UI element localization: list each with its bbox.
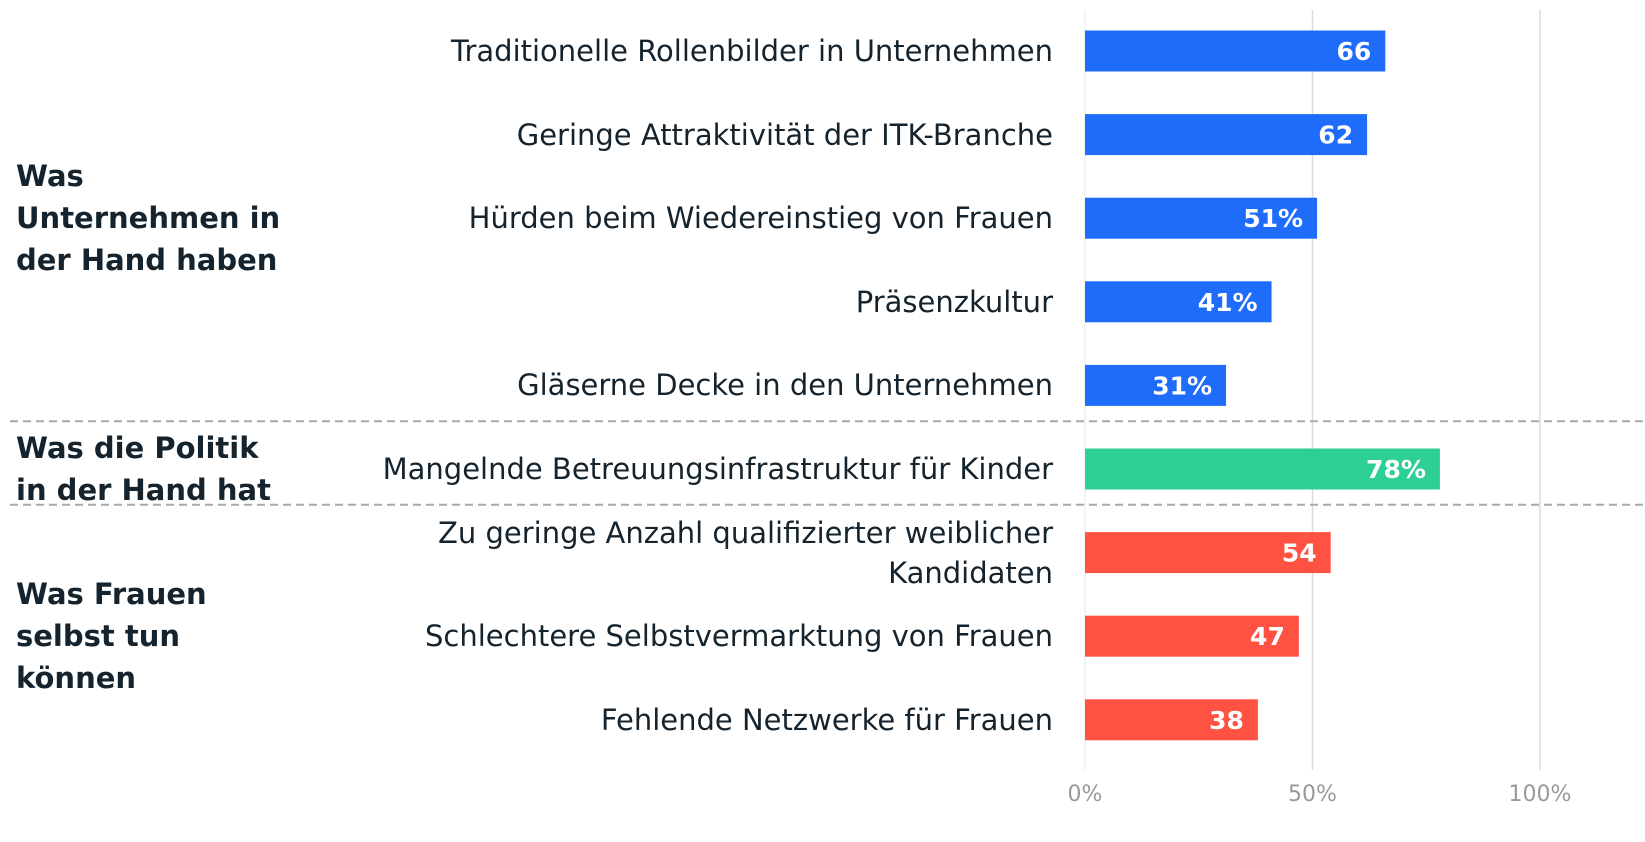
category-label: Hürden beim Wiedereinstieg von Frauen	[468, 201, 1053, 236]
value-label: 66	[1337, 37, 1372, 66]
x-tick-label: 50%	[1288, 782, 1337, 807]
value-label: 31%	[1152, 371, 1212, 400]
value-label: 54	[1282, 539, 1317, 568]
category-label: Fehlende Netzwerke für Frauen	[600, 702, 1053, 737]
bar	[1085, 364, 1227, 406]
category-label: Traditionelle Rollenbilder in Unternehme…	[451, 34, 1053, 68]
category-label: Präsenzkultur	[855, 284, 1053, 319]
value-label: 78%	[1366, 455, 1426, 484]
group-label: Was die Politik in der Hand hat	[16, 431, 271, 507]
category-label: Mangelnde Betreuungsinfrastruktur für Ki…	[382, 452, 1053, 486]
value-label: 51%	[1243, 204, 1303, 233]
bar	[1085, 114, 1368, 156]
bar	[1085, 448, 1440, 490]
value-label: 47	[1250, 622, 1285, 651]
value-label: 41%	[1198, 288, 1258, 317]
x-tick-label: 100%	[1509, 782, 1572, 807]
bar	[1085, 197, 1318, 239]
x-tick-label: 0%	[1068, 782, 1103, 807]
category-label: Zu geringe Anzahl qualifizierter weiblic…	[438, 515, 1053, 590]
bar	[1085, 699, 1258, 741]
value-label: 62	[1318, 121, 1353, 150]
bar	[1085, 532, 1331, 574]
bar	[1085, 281, 1272, 323]
value-label: 38	[1209, 706, 1244, 735]
category-label: Geringe Attraktivität der ITK-Branche	[516, 117, 1053, 152]
group-label: Was Frauen selbst tun können	[16, 577, 207, 696]
category-label: Gläserne Decke in den Unternehmen	[517, 368, 1053, 403]
category-label: Schlechtere Selbstvermarktung von Frauen	[425, 619, 1053, 654]
group-label: Was Unternehmen in der Hand haben	[16, 159, 281, 278]
bar	[1085, 30, 1386, 72]
bar	[1085, 615, 1299, 657]
